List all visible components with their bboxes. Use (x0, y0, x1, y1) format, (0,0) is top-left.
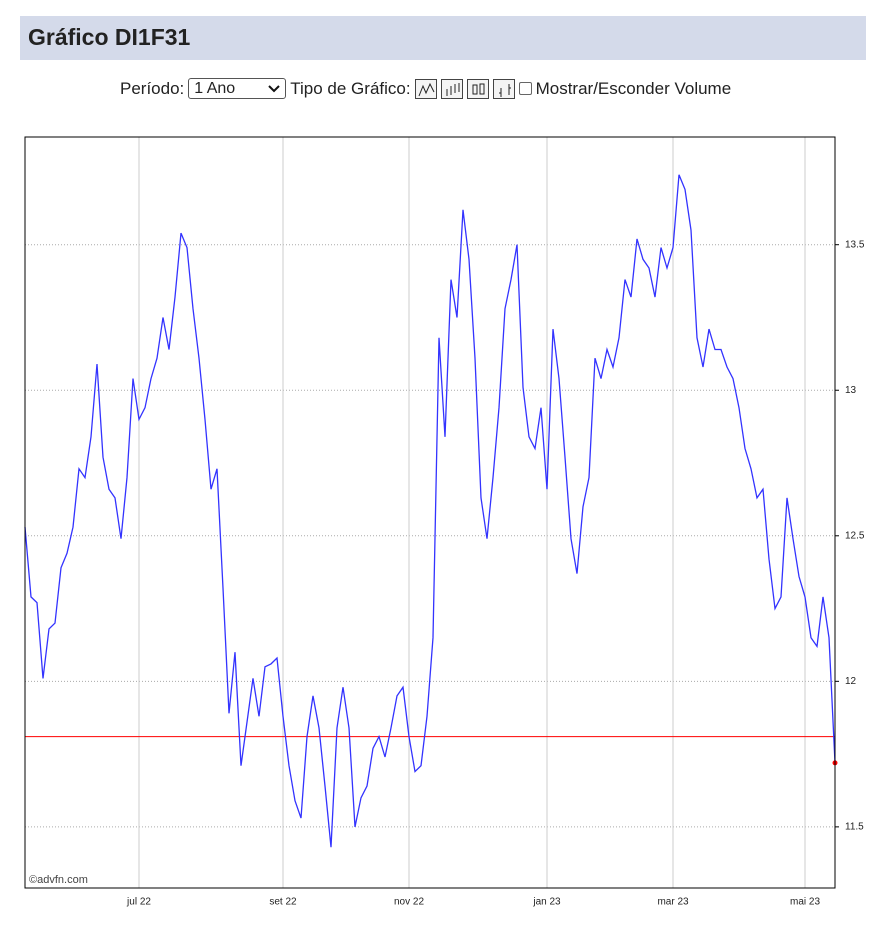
y-tick-label: 12.5 (845, 530, 865, 541)
y-tick-label: 13 (845, 385, 857, 396)
x-tick-label: mai 23 (790, 897, 820, 908)
y-tick-label: 12 (845, 676, 857, 687)
plot-area (25, 137, 835, 888)
chevron (268, 84, 280, 92)
title: Gráfico DI1F31 (28, 24, 191, 50)
candle-type-button[interactable] (466, 78, 489, 99)
line-series (24, 174, 836, 848)
x-tick-label: jan 23 (532, 897, 561, 908)
period-value: 1 Ano (194, 79, 236, 97)
x-tick-label: set 22 (269, 897, 297, 908)
line-type-button[interactable] (414, 78, 437, 99)
period-select[interactable]: 1 Ano (188, 78, 287, 99)
volume-checkbox[interactable] (518, 82, 532, 95)
volume-label: Mostrar/Esconder Volume (535, 78, 732, 98)
y-tick-label: 11.5 (845, 822, 864, 833)
period-label: Período: (120, 78, 185, 98)
chart-type-label: Tipo de Gráfico: (290, 78, 411, 98)
x-tick-label: mar 23 (657, 897, 689, 908)
controls: Período: 1 Ano Tipo de Gráfico: Mostrar/… (120, 78, 731, 99)
bar-type-button[interactable] (492, 78, 515, 99)
x-tick-label: nov 22 (394, 897, 424, 908)
y-tick-label: 13.5 (845, 239, 865, 250)
x-tick-label: jul 22 (126, 897, 151, 908)
header: Gráfico DI1F31 (20, 16, 866, 60)
plot-frame (24, 136, 836, 889)
ohlc-type-button[interactable] (440, 78, 463, 99)
watermark: ©advfn.com (29, 874, 88, 886)
